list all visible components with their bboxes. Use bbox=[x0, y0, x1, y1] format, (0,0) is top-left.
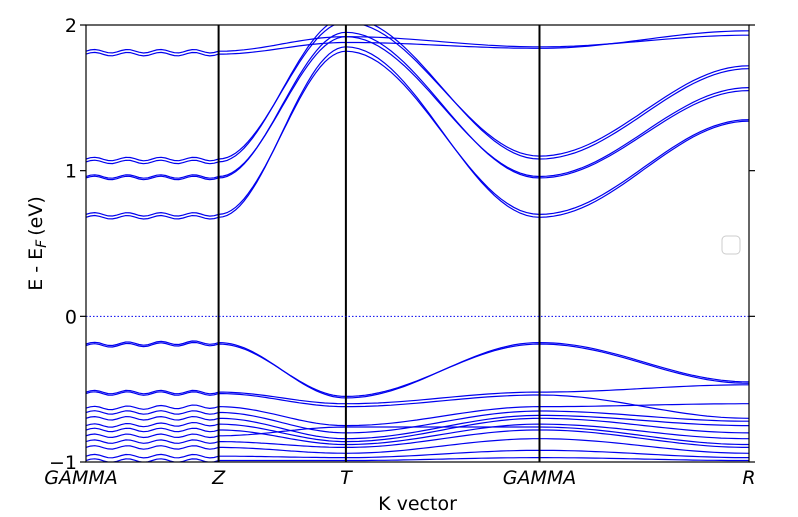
x-axis-title: K vector bbox=[378, 493, 457, 515]
y-tick-label: −1 bbox=[49, 452, 77, 474]
x-tick-label-t: T bbox=[340, 467, 353, 489]
band-line-cb7 bbox=[86, 30, 749, 57]
band-line-vb3 bbox=[86, 384, 749, 405]
x-tick-label-gamma: GAMMA bbox=[44, 467, 118, 489]
y-tick-label: 0 bbox=[65, 306, 77, 328]
y-axis-title-main: E - E bbox=[25, 248, 47, 291]
kpoint-lines bbox=[217, 25, 541, 462]
plot-frame bbox=[85, 24, 750, 463]
y-axis-title: E - EF (eV) bbox=[25, 196, 50, 291]
band-line-vb13 bbox=[86, 449, 749, 459]
x-tick-label-z: Z bbox=[211, 467, 226, 489]
band-line-cb6 bbox=[86, 25, 749, 162]
x-tick-label-r: R bbox=[742, 467, 755, 489]
band-line-vb12 bbox=[86, 438, 749, 454]
y-axis-title-unit: (eV) bbox=[25, 196, 47, 236]
y-axis-title-subscript: F bbox=[34, 239, 50, 248]
band-line-cb1 bbox=[86, 46, 749, 220]
y-ticks: −1 0 1 2 bbox=[49, 15, 755, 474]
y-tick-label: 1 bbox=[65, 161, 77, 183]
band-line-cb5 bbox=[86, 25, 749, 165]
bands-group bbox=[86, 25, 749, 462]
band-line-vb1 bbox=[86, 340, 749, 399]
y-tick-label: 2 bbox=[65, 15, 77, 37]
legend-box bbox=[721, 235, 741, 255]
x-ticks: GAMMA Z T GAMMA R bbox=[44, 467, 755, 489]
x-tick-label-gamma: GAMMA bbox=[503, 467, 577, 489]
